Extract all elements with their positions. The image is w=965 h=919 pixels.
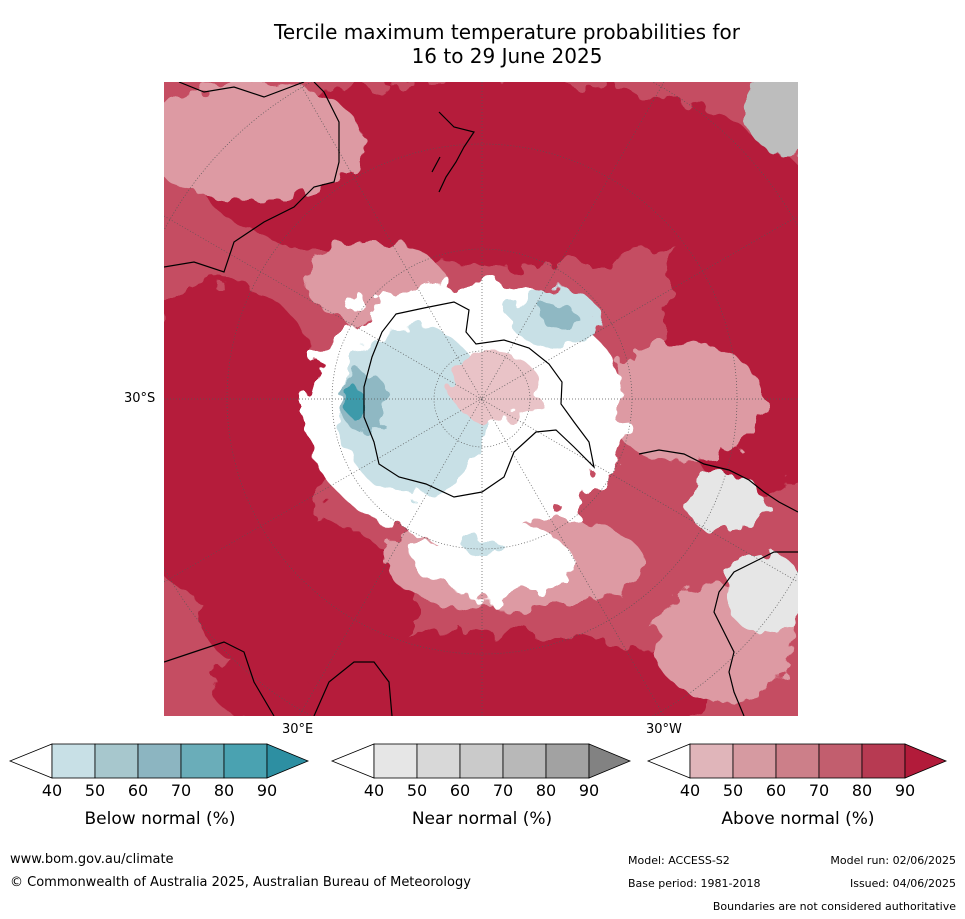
model-name: Model: ACCESS-S2 bbox=[628, 854, 730, 867]
tick-label: 60 bbox=[127, 781, 149, 800]
title-line-1: Tercile maximum temperature probabilitie… bbox=[274, 20, 740, 44]
near-normal-regions bbox=[684, 82, 798, 632]
probability-map bbox=[164, 82, 798, 716]
colorbar-below-ticks: 40 50 60 70 80 90 bbox=[10, 781, 310, 801]
coastlines bbox=[164, 82, 798, 716]
tick-label: 40 bbox=[41, 781, 63, 800]
title-line-2: 16 to 29 June 2025 bbox=[411, 44, 603, 68]
colorbar-near-title: Near normal (%) bbox=[411, 809, 553, 829]
colorbar-near-swatches bbox=[330, 743, 632, 779]
tick-label: 50 bbox=[722, 781, 744, 800]
tick-label: 40 bbox=[363, 781, 385, 800]
model-run-date: Model run: 02/06/2025 bbox=[830, 854, 956, 867]
tick-label: 50 bbox=[406, 781, 428, 800]
source-url: www.bom.gov.au/climate bbox=[10, 852, 174, 867]
graticule bbox=[164, 82, 798, 716]
tick-label: 90 bbox=[256, 781, 278, 800]
tick-label: 90 bbox=[894, 781, 916, 800]
map-title: Tercile maximum temperature probabilitie… bbox=[157, 20, 857, 68]
colorbar-below-title: Below normal (%) bbox=[84, 809, 236, 829]
colorbar-below-normal: 40 50 60 70 80 90 Below normal (%) bbox=[8, 743, 310, 829]
tick-label: 50 bbox=[84, 781, 106, 800]
above-deep-regions bbox=[164, 82, 798, 716]
map-canvas bbox=[164, 82, 798, 716]
colorbar-above-swatches bbox=[646, 743, 948, 779]
tick-label: 90 bbox=[578, 781, 600, 800]
base-period: Base period: 1981-2018 bbox=[628, 877, 761, 890]
colorbar-above-normal: 40 50 60 70 80 90 Above normal (%) bbox=[646, 743, 948, 829]
colorbar-near-normal: 40 50 60 70 80 90 Near normal (%) bbox=[330, 743, 632, 829]
colorbar-near-ticks: 40 50 60 70 80 90 bbox=[332, 781, 632, 801]
tick-label: 60 bbox=[449, 781, 471, 800]
boundary-disclaimer: Boundaries are not considered authoritat… bbox=[712, 900, 956, 913]
tick-label: 80 bbox=[535, 781, 557, 800]
longitude-label-east: 30°E bbox=[282, 722, 314, 737]
tick-label: 70 bbox=[170, 781, 192, 800]
tick-label: 40 bbox=[679, 781, 701, 800]
tick-label: 60 bbox=[765, 781, 787, 800]
tick-label: 80 bbox=[851, 781, 873, 800]
antarctic-interior bbox=[449, 352, 539, 422]
longitude-label-west: 30°W bbox=[646, 722, 682, 737]
tick-label: 70 bbox=[492, 781, 514, 800]
latitude-label: 30°S bbox=[124, 391, 156, 406]
tick-label: 70 bbox=[808, 781, 830, 800]
colorbar-above-ticks: 40 50 60 70 80 90 bbox=[648, 781, 948, 801]
tick-label: 80 bbox=[213, 781, 235, 800]
colorbar-below-swatches bbox=[8, 743, 310, 779]
colorbar-above-title: Above normal (%) bbox=[721, 809, 875, 829]
issued-date: Issued: 04/06/2025 bbox=[849, 877, 956, 890]
copyright-text: © Commonwealth of Australia 2025, Austra… bbox=[10, 875, 471, 890]
